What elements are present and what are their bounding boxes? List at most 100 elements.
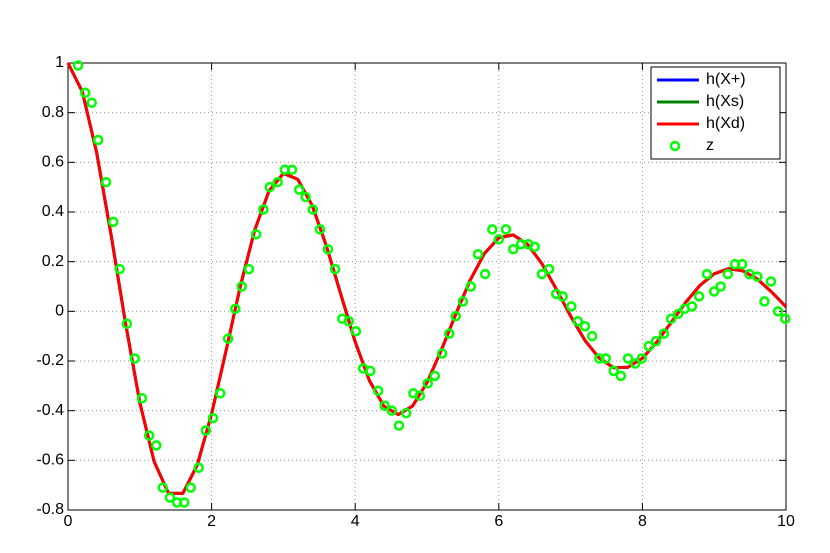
marker — [136, 393, 148, 404]
marker — [450, 311, 461, 322]
x-tick-label: 10 — [777, 513, 795, 530]
marker — [92, 134, 104, 146]
marker — [343, 316, 354, 327]
marker — [193, 462, 204, 474]
y-tick-label: 0.2 — [42, 253, 64, 270]
marker — [86, 97, 97, 108]
marker — [164, 492, 176, 503]
marker — [557, 291, 568, 302]
marker — [429, 370, 441, 382]
marker — [79, 87, 91, 99]
legend-marker — [669, 140, 681, 152]
marker — [72, 60, 84, 71]
marker — [722, 268, 734, 280]
legend-label: h(X+) — [706, 71, 746, 88]
marker — [121, 318, 133, 329]
marker — [322, 244, 334, 255]
marker — [479, 268, 491, 280]
marker — [230, 303, 241, 315]
marker — [379, 400, 390, 411]
marker — [572, 316, 584, 327]
marker — [457, 296, 469, 307]
marker — [258, 204, 269, 215]
marker — [293, 184, 305, 195]
marker — [129, 353, 141, 364]
marker — [586, 330, 598, 342]
x-tick-label: 6 — [494, 513, 503, 530]
x-tick-label: 2 — [207, 513, 216, 530]
marker — [765, 276, 777, 287]
marker — [222, 333, 234, 344]
legend: h(X+) h(Xs) h(Xd) z — [650, 66, 781, 160]
marker — [444, 328, 455, 339]
y-tick-label: -0.6 — [36, 452, 64, 469]
marker — [701, 268, 713, 280]
marker — [436, 348, 448, 359]
marker — [752, 271, 763, 282]
y-tick-label: 0.6 — [42, 154, 64, 171]
marker — [236, 281, 248, 292]
marker — [243, 263, 255, 275]
y-tick-label: -0.8 — [36, 501, 64, 518]
marker — [600, 353, 612, 364]
marker — [579, 320, 591, 332]
marker — [608, 365, 619, 377]
marker — [393, 420, 405, 431]
marker — [143, 430, 155, 441]
x-tick-label: 8 — [638, 513, 647, 530]
y-tick-label: -0.2 — [36, 352, 64, 369]
marker — [736, 258, 748, 270]
marker — [665, 313, 677, 325]
marker — [500, 224, 512, 235]
marker — [715, 281, 726, 292]
marker — [693, 291, 705, 302]
marker — [307, 204, 319, 215]
marker — [507, 244, 519, 255]
marker — [636, 353, 647, 364]
x-tick-label: 0 — [64, 513, 73, 530]
marker — [264, 181, 276, 193]
marker — [615, 370, 627, 382]
y-tick-label: 0.4 — [42, 203, 64, 220]
marker — [272, 176, 283, 188]
marker — [414, 390, 426, 402]
marker — [100, 176, 112, 188]
marker — [493, 234, 505, 245]
marker — [772, 306, 784, 317]
marker — [566, 301, 577, 312]
marker — [543, 263, 555, 275]
marker — [329, 263, 341, 275]
y-tick-label: -0.4 — [36, 402, 64, 419]
marker — [179, 497, 190, 508]
marker — [365, 365, 376, 377]
marker — [422, 378, 433, 389]
marker — [673, 308, 684, 320]
marker — [350, 325, 362, 337]
marker — [386, 405, 398, 416]
marker — [207, 412, 219, 424]
marker — [185, 482, 197, 493]
y-tick-label: 0 — [55, 303, 64, 320]
legend-label: z — [706, 137, 714, 154]
x-tick-label: 4 — [351, 513, 360, 530]
marker — [214, 388, 226, 399]
marker — [629, 358, 641, 369]
y-tick-label: 1 — [55, 54, 64, 71]
marker — [465, 281, 477, 292]
marker — [536, 268, 548, 280]
marker — [622, 353, 634, 364]
marker — [487, 224, 498, 235]
marker — [643, 340, 655, 352]
marker — [594, 353, 605, 364]
legend-label: h(Xs) — [706, 93, 744, 110]
marker — [372, 385, 384, 397]
marker — [400, 407, 412, 419]
marker — [686, 301, 698, 312]
marker — [708, 286, 720, 297]
marker — [300, 191, 311, 203]
marker — [658, 328, 670, 339]
marker — [107, 216, 119, 228]
plot-frame — [67, 62, 787, 511]
